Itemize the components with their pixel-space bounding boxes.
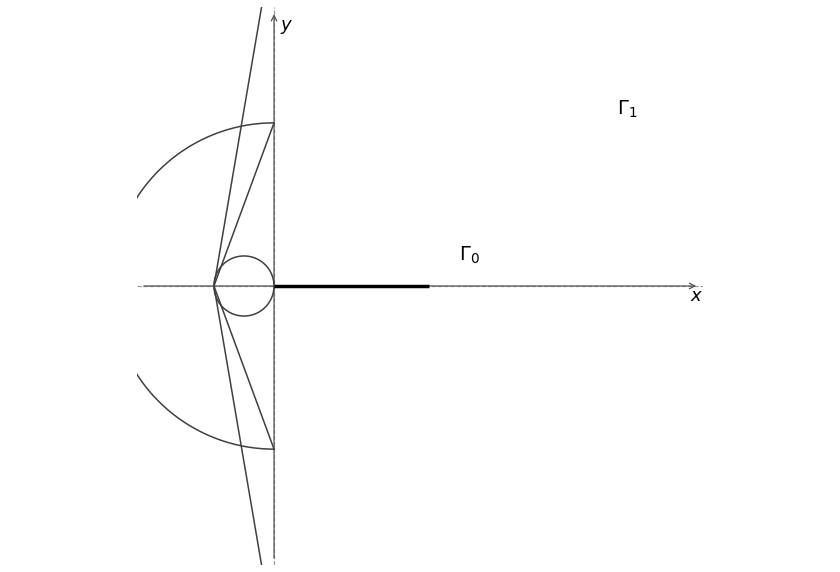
Text: y: y [281,15,291,34]
Text: $\Gamma_1$: $\Gamma_1$ [617,98,638,120]
Text: $\Gamma_0$: $\Gamma_0$ [459,244,480,265]
Text: x: x [690,287,701,305]
